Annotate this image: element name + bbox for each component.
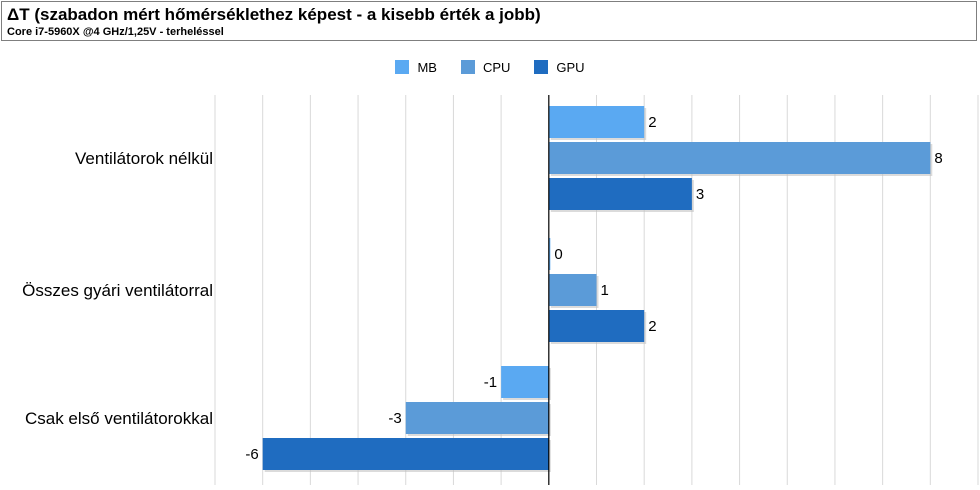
- legend-swatch: [460, 60, 475, 74]
- bar-mb: [501, 366, 549, 398]
- bar-gpu: [548, 178, 692, 210]
- legend-label: CPU: [482, 59, 511, 75]
- value-label: 1: [601, 282, 609, 299]
- legend-swatch: [395, 60, 410, 74]
- chart-subtitle: Core i7-5960X @4 GHz/1,25V - terheléssel: [7, 26, 224, 38]
- category-label: Összes gyári ventilátorral: [22, 281, 213, 300]
- legend-item: MB: [395, 60, 437, 75]
- bar-cpu: [548, 274, 597, 306]
- value-label: -3: [388, 410, 401, 427]
- bar-cpu: [548, 142, 931, 174]
- value-label: 2: [648, 114, 656, 131]
- category-label: Ventilátorok nélkül: [75, 149, 213, 168]
- bar-mb: [548, 106, 645, 138]
- value-label: 3: [696, 186, 704, 203]
- value-label: -6: [245, 446, 258, 463]
- bars: [262, 106, 933, 472]
- value-label: 0: [554, 246, 562, 263]
- value-label: -1: [484, 374, 497, 391]
- legend-item: GPU: [534, 59, 585, 75]
- bar-mb: [548, 238, 551, 270]
- bar-gpu: [262, 438, 549, 470]
- chart-title: ΔT (szabadon mért hőmérséklethez képest …: [7, 5, 541, 24]
- labels: Ventilátorok nélkül 2 8 3 Összes gyári venti…: [22, 114, 943, 463]
- category-label: Csak első ventilátorokkal: [25, 409, 213, 428]
- legend-label: GPU: [556, 59, 585, 75]
- bar-cpu: [405, 402, 549, 434]
- chart-title-box: ΔT (szabadon mért hőmérséklethez képest …: [1, 1, 977, 41]
- chart-legend: MB CPU GPU: [0, 58, 980, 76]
- value-label: 2: [648, 318, 656, 335]
- legend-item: CPU: [460, 59, 511, 75]
- legend-swatch: [534, 60, 549, 74]
- bar-gpu: [548, 310, 645, 342]
- value-label: 8: [934, 150, 942, 167]
- legend-label: MB: [417, 59, 437, 75]
